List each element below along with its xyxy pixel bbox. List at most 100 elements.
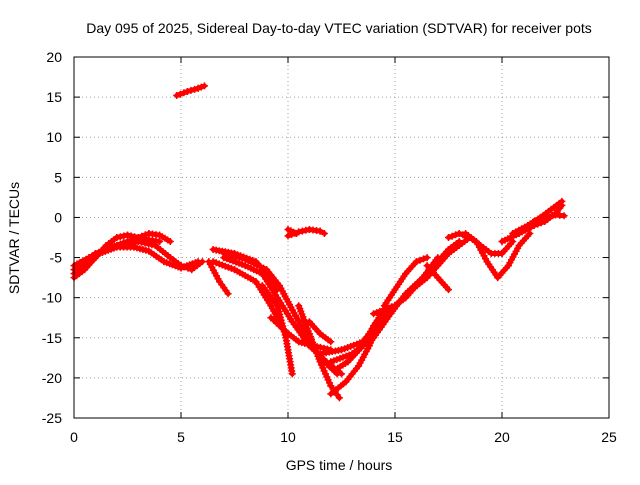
data-point	[526, 230, 534, 237]
data-point	[116, 233, 124, 241]
data-point	[541, 213, 549, 221]
data-point	[173, 92, 181, 99]
x-axis-label: GPS time / hours	[286, 457, 393, 473]
data-point	[113, 234, 121, 241]
data-point	[284, 232, 292, 240]
series-track-12	[209, 246, 281, 294]
data-point	[176, 90, 184, 98]
data-point	[416, 256, 424, 264]
y-tick-label: -5	[50, 250, 63, 266]
data-point	[194, 84, 202, 92]
series-track-1	[70, 231, 164, 282]
data-point	[134, 238, 142, 245]
data-point	[316, 358, 324, 366]
data-point	[120, 232, 128, 240]
data-point	[231, 250, 238, 257]
y-tick-label: 20	[46, 49, 62, 65]
data-point	[338, 346, 345, 354]
data-point	[238, 260, 246, 268]
data-point	[530, 218, 538, 225]
y-tick-label: -15	[42, 330, 62, 346]
data-point	[455, 230, 463, 237]
data-point	[434, 254, 442, 262]
data-point	[215, 260, 223, 268]
data-point	[187, 86, 195, 94]
series-track-4	[70, 243, 202, 278]
data-point	[243, 254, 251, 262]
data-point	[548, 212, 556, 220]
data-point	[298, 227, 306, 235]
data-point	[327, 338, 335, 346]
series-track-22	[380, 254, 431, 310]
data-point	[138, 238, 146, 246]
x-tick-label: 0	[70, 429, 78, 445]
data-point	[197, 83, 205, 91]
data-point	[201, 82, 208, 90]
data-layer	[70, 82, 568, 402]
data-point	[388, 303, 396, 311]
data-point	[445, 286, 452, 294]
series-track-25	[462, 230, 534, 282]
data-point	[221, 262, 229, 270]
data-point	[558, 197, 566, 205]
y-tick-label: 15	[46, 89, 62, 105]
data-point	[166, 238, 174, 245]
data-point	[445, 234, 452, 241]
data-point	[316, 227, 324, 235]
data-point	[209, 258, 217, 266]
data-point	[339, 353, 347, 361]
data-point	[191, 85, 199, 93]
y-tick-label: -25	[42, 410, 62, 426]
data-point	[376, 307, 384, 315]
x-tick-label: 15	[387, 429, 403, 445]
y-axis-label: SDTVAR / TECUs	[6, 182, 22, 294]
plot-frame	[73, 56, 610, 419]
data-point	[293, 230, 301, 237]
data-point	[227, 264, 235, 272]
data-point	[333, 356, 341, 364]
data-point	[452, 231, 460, 239]
data-point	[302, 226, 310, 234]
data-point	[249, 256, 257, 264]
data-point	[273, 286, 281, 294]
y-tick-label: 0	[54, 209, 62, 225]
x-tick-label: 10	[280, 429, 296, 445]
data-point	[141, 239, 149, 247]
data-point	[537, 215, 545, 223]
data-point	[156, 238, 164, 245]
series-track-15	[284, 226, 301, 237]
data-point	[534, 216, 542, 224]
data-point	[183, 88, 191, 95]
data-point	[544, 213, 552, 221]
data-point	[412, 258, 420, 266]
data-point	[288, 370, 296, 378]
series-track-13	[267, 314, 292, 338]
series-track-16	[305, 318, 335, 346]
series-track-23	[423, 262, 452, 294]
data-point	[284, 330, 292, 338]
data-point	[448, 232, 456, 240]
data-point	[145, 240, 152, 248]
data-point	[124, 231, 131, 239]
data-point	[420, 255, 427, 263]
data-point	[423, 254, 431, 262]
y-tick-label: -10	[42, 290, 62, 306]
data-point	[344, 344, 352, 351]
data-point	[148, 241, 156, 249]
data-point	[327, 358, 335, 366]
data-point	[138, 232, 146, 240]
y-tick-label: -20	[42, 370, 62, 386]
data-point	[320, 230, 328, 237]
chart-title: Day 095 of 2025, Sidereal Day-to-day VTE…	[86, 20, 592, 36]
x-tick-label: 20	[494, 429, 510, 445]
data-point	[194, 258, 202, 266]
data-point	[370, 310, 378, 318]
series-track-28	[530, 211, 568, 225]
data-point	[141, 231, 149, 239]
x-tick-label: 5	[177, 429, 185, 445]
data-point	[560, 212, 568, 220]
data-point	[350, 341, 358, 349]
x-tick-label: 25	[601, 429, 617, 445]
